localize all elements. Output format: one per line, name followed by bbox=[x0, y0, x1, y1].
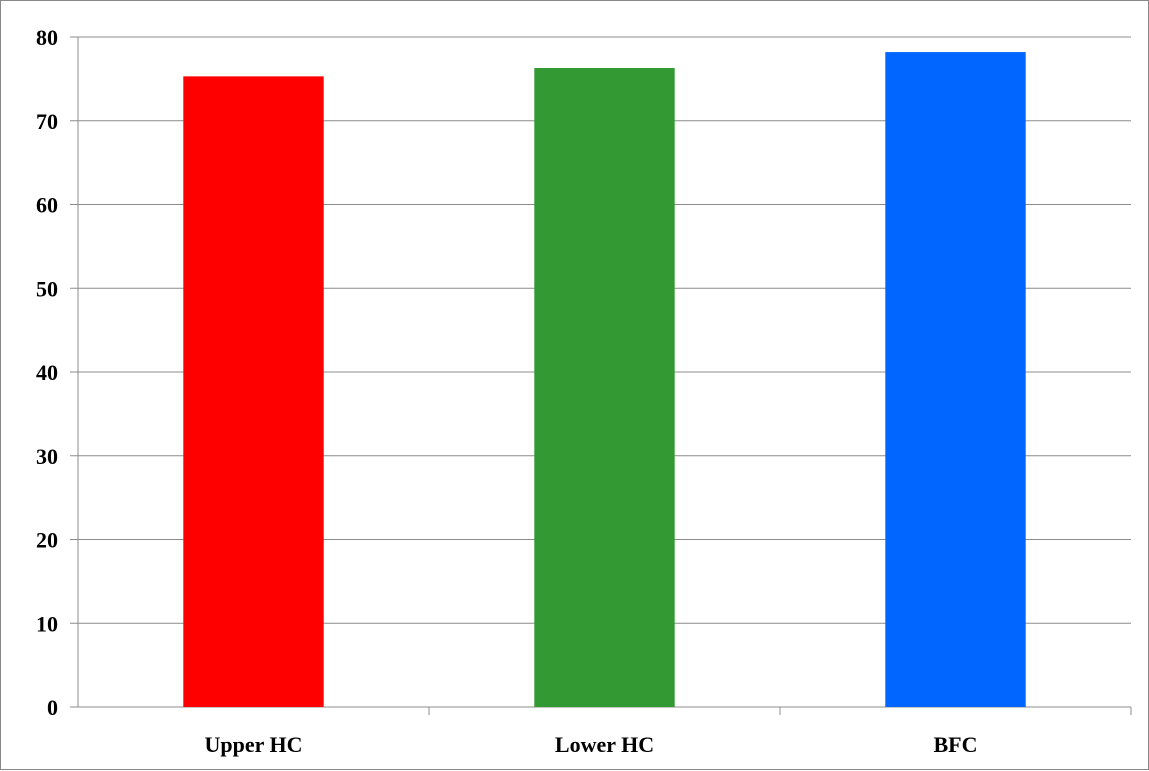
y-tick-label: 60 bbox=[36, 193, 58, 218]
y-tick-label: 0 bbox=[47, 695, 58, 720]
bar-lower-hc bbox=[534, 67, 675, 708]
bar-upper-hc bbox=[183, 76, 324, 708]
x-category-label: BFC bbox=[934, 732, 978, 757]
y-tick-label: 70 bbox=[36, 109, 58, 134]
x-category-label: Upper HC bbox=[205, 732, 303, 757]
y-tick-label: 40 bbox=[36, 360, 58, 385]
y-tick-label: 20 bbox=[36, 528, 58, 553]
y-tick-label: 30 bbox=[36, 444, 58, 469]
y-tick-label: 10 bbox=[36, 611, 58, 636]
bars bbox=[183, 52, 1026, 708]
x-category-labels: Upper HC Lower HC BFC bbox=[205, 732, 978, 757]
y-tick-label: 50 bbox=[36, 276, 58, 301]
y-tick-labels: 0 10 20 30 40 50 60 70 80 bbox=[36, 25, 58, 720]
bar-bfc bbox=[885, 52, 1026, 707]
x-category-label: Lower HC bbox=[555, 732, 654, 757]
y-tick-label: 80 bbox=[36, 25, 58, 50]
